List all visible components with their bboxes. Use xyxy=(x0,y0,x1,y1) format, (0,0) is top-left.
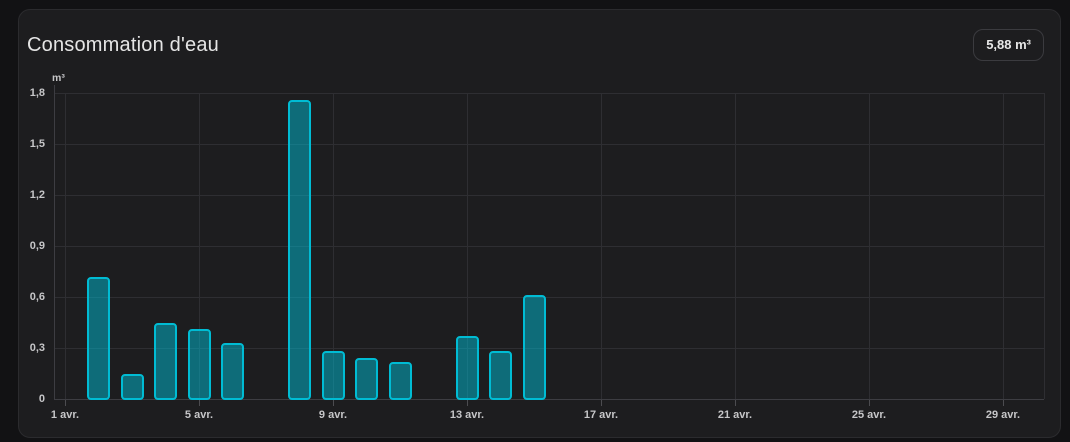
y-axis-tick-label: 0,6 xyxy=(29,291,45,303)
y-axis-tick-label: 1,8 xyxy=(29,87,45,99)
bar-5-avr[interactable] xyxy=(188,329,211,400)
consumption-bar-chart[interactable]: 0 0,3 0,6 0,9 1,2 1,5 1,8 1 avr. 5 avr. 9 avr. 13 … xyxy=(19,10,1060,437)
x-axis-tick xyxy=(199,399,200,406)
x-axis-tick xyxy=(869,399,870,406)
x-axis-tick-label: 5 avr. xyxy=(184,409,214,421)
water-consumption-card: Consommation d'eau 5,88 m³ 0 0,3 0,6 0,9 1,2… xyxy=(18,9,1061,438)
card-title: Consommation d'eau xyxy=(27,34,219,56)
y-gridline xyxy=(54,297,1044,298)
bar-8-avr[interactable] xyxy=(288,100,311,400)
plot-right-border xyxy=(1044,93,1045,399)
y-axis-tick-label: 0,9 xyxy=(29,240,45,252)
y-axis-tick-label: 0 xyxy=(38,393,45,405)
y-gridline xyxy=(54,246,1044,247)
x-axis-tick xyxy=(601,399,602,406)
x-axis-tick-label: 13 avr. xyxy=(449,409,485,421)
bar-14-avr[interactable] xyxy=(489,351,512,400)
y-axis-tick-label: 1,5 xyxy=(29,138,45,150)
y-gridline xyxy=(54,195,1044,196)
x-axis-tick-label: 29 avr. xyxy=(985,409,1021,421)
bar-3-avr[interactable] xyxy=(121,374,144,400)
bar-11-avr[interactable] xyxy=(389,362,412,400)
bar-6-avr[interactable] xyxy=(221,343,244,400)
bar-15-avr[interactable] xyxy=(523,295,546,400)
x-axis-tick-label: 25 avr. xyxy=(851,409,887,421)
x-axis-tick xyxy=(65,399,66,406)
x-axis-line xyxy=(54,399,1044,400)
x-gridline xyxy=(869,93,870,399)
y-axis-line xyxy=(54,85,55,399)
bar-2-avr[interactable] xyxy=(87,277,110,400)
x-axis-tick-label: 1 avr. xyxy=(50,409,80,421)
y-axis-unit-label: m³ xyxy=(52,72,65,84)
x-axis-tick xyxy=(1003,399,1004,406)
bar-10-avr[interactable] xyxy=(355,358,378,400)
x-axis-tick-label: 9 avr. xyxy=(318,409,348,421)
x-gridline xyxy=(199,93,200,399)
x-gridline xyxy=(1003,93,1004,399)
y-gridline xyxy=(54,93,1044,94)
x-gridline xyxy=(467,93,468,399)
bar-13-avr[interactable] xyxy=(456,336,479,400)
total-consumption-badge: 5,88 m³ xyxy=(973,29,1044,61)
x-axis-tick xyxy=(735,399,736,406)
x-axis-tick-label: 21 avr. xyxy=(717,409,753,421)
x-gridline xyxy=(601,93,602,399)
x-gridline xyxy=(65,93,66,399)
x-axis-tick xyxy=(333,399,334,406)
x-gridline xyxy=(735,93,736,399)
bar-4-avr[interactable] xyxy=(154,323,177,400)
x-gridline xyxy=(333,93,334,399)
x-axis-tick-label: 17 avr. xyxy=(583,409,619,421)
y-axis-tick-label: 0,3 xyxy=(29,342,45,354)
y-gridline xyxy=(54,348,1044,349)
x-axis-tick xyxy=(467,399,468,406)
bar-9-avr[interactable] xyxy=(322,351,345,400)
y-gridline xyxy=(54,144,1044,145)
y-axis-tick-label: 1,2 xyxy=(29,189,45,201)
